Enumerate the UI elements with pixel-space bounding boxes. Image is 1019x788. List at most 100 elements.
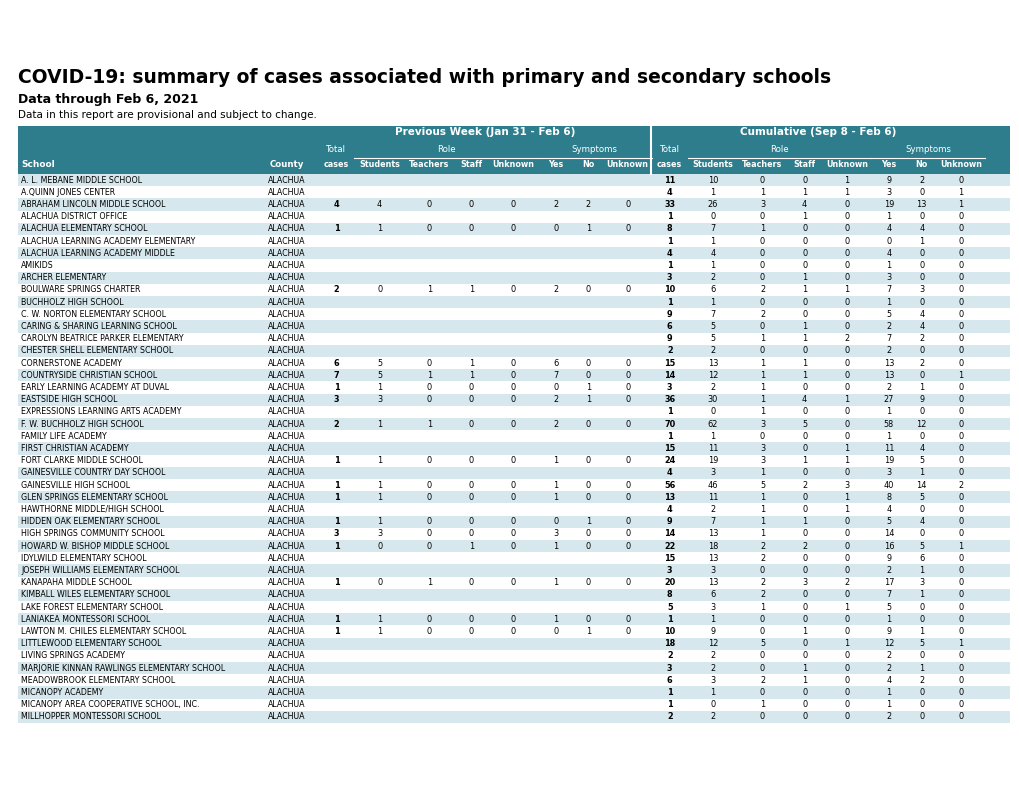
Text: 0: 0: [801, 603, 806, 611]
Text: 36: 36: [663, 396, 675, 404]
Text: 6: 6: [666, 322, 672, 331]
Text: MEADOWBROOK ELEMENTARY SCHOOL: MEADOWBROOK ELEMENTARY SCHOOL: [21, 676, 175, 685]
Text: 8: 8: [666, 225, 672, 233]
Text: ALACHUA: ALACHUA: [267, 432, 305, 440]
Text: 33: 33: [663, 200, 675, 209]
Text: 7: 7: [709, 517, 714, 526]
Text: ALACHUA: ALACHUA: [267, 212, 305, 221]
Text: Symptoms: Symptoms: [904, 145, 951, 154]
Text: 0: 0: [844, 468, 849, 478]
Text: 0: 0: [918, 298, 923, 307]
Text: 4: 4: [801, 396, 806, 404]
Text: 1: 1: [666, 615, 672, 624]
Text: ALACHUA: ALACHUA: [267, 517, 305, 526]
Text: 11: 11: [707, 444, 717, 453]
Text: 0: 0: [801, 236, 806, 246]
Text: 12: 12: [707, 371, 717, 380]
Text: 0: 0: [511, 396, 516, 404]
Text: 7: 7: [709, 225, 714, 233]
Bar: [18, 247, 1009, 259]
Text: ALACHUA: ALACHUA: [267, 444, 305, 453]
Text: 2: 2: [709, 347, 714, 355]
Text: 1: 1: [886, 615, 891, 624]
Text: 2: 2: [759, 578, 764, 587]
Bar: [18, 284, 1009, 296]
Text: 5: 5: [918, 639, 923, 649]
Text: 1: 1: [886, 701, 891, 709]
Text: 2: 2: [886, 322, 891, 331]
Text: 0: 0: [511, 492, 516, 502]
Text: 13: 13: [882, 359, 894, 367]
Text: 0: 0: [958, 456, 963, 465]
Text: 2: 2: [918, 676, 923, 685]
Text: 0: 0: [552, 627, 557, 636]
Text: 5: 5: [801, 419, 806, 429]
Text: ALACHUA: ALACHUA: [267, 273, 305, 282]
Text: 5: 5: [709, 322, 714, 331]
Text: 0: 0: [801, 688, 806, 697]
Text: 0: 0: [552, 517, 557, 526]
Text: 0: 0: [625, 492, 630, 502]
Text: 0: 0: [469, 578, 474, 587]
Text: 0: 0: [844, 688, 849, 697]
Bar: [18, 589, 1009, 601]
Text: 5: 5: [886, 517, 891, 526]
Text: 3: 3: [844, 481, 849, 489]
Text: 0: 0: [801, 701, 806, 709]
Bar: [18, 455, 1009, 466]
Text: 0: 0: [759, 627, 764, 636]
Text: 0: 0: [958, 505, 963, 514]
Text: 1: 1: [666, 701, 672, 709]
Bar: [18, 370, 1009, 381]
Text: BUCHHOLZ HIGH SCHOOL: BUCHHOLZ HIGH SCHOOL: [21, 298, 123, 307]
Text: GLEN SPRINGS ELEMENTARY SCHOOL: GLEN SPRINGS ELEMENTARY SCHOOL: [21, 492, 168, 502]
Text: 1: 1: [759, 517, 764, 526]
Text: 0: 0: [801, 347, 806, 355]
Text: 1: 1: [377, 481, 382, 489]
Text: 4: 4: [918, 310, 923, 319]
Text: 1: 1: [585, 225, 590, 233]
Text: 0: 0: [426, 225, 431, 233]
Text: 18: 18: [663, 639, 675, 649]
Text: ABRAHAM LINCOLN MIDDLE SCHOOL: ABRAHAM LINCOLN MIDDLE SCHOOL: [21, 200, 165, 209]
Text: 0: 0: [585, 541, 590, 551]
Bar: [18, 613, 1009, 626]
Text: 1: 1: [333, 541, 339, 551]
Text: IDYLWILD ELEMENTARY SCHOOL: IDYLWILD ELEMENTARY SCHOOL: [21, 554, 147, 563]
Text: 1: 1: [377, 225, 382, 233]
Text: 2: 2: [333, 419, 339, 429]
Text: 2: 2: [709, 505, 714, 514]
Text: 1: 1: [666, 298, 672, 307]
Text: 1: 1: [709, 236, 714, 246]
Text: 9: 9: [886, 176, 891, 184]
Text: 1: 1: [666, 236, 672, 246]
Text: 1: 1: [957, 200, 963, 209]
Bar: [18, 406, 1009, 418]
Text: 0: 0: [511, 481, 516, 489]
Text: 0: 0: [958, 432, 963, 440]
Text: 1: 1: [844, 285, 849, 295]
Text: 0: 0: [958, 310, 963, 319]
Text: 0: 0: [426, 200, 431, 209]
Text: 4: 4: [886, 676, 891, 685]
Text: 0: 0: [918, 530, 923, 538]
Text: 3: 3: [552, 530, 557, 538]
Text: 26: 26: [707, 200, 717, 209]
Text: Unknown: Unknown: [825, 160, 867, 169]
Text: 0: 0: [844, 652, 849, 660]
Text: 1: 1: [844, 188, 849, 197]
Text: 1: 1: [844, 639, 849, 649]
Text: 0: 0: [469, 383, 474, 392]
Text: 0: 0: [918, 688, 923, 697]
Text: 1: 1: [666, 407, 672, 416]
Text: 0: 0: [585, 615, 590, 624]
Text: 1: 1: [759, 530, 764, 538]
Text: 0: 0: [469, 492, 474, 502]
Text: 0: 0: [958, 236, 963, 246]
Text: Data in this report are provisional and subject to change.: Data in this report are provisional and …: [18, 110, 317, 120]
Text: 0: 0: [958, 517, 963, 526]
Text: 2: 2: [666, 652, 672, 660]
Bar: [18, 626, 1009, 637]
Text: Students: Students: [692, 160, 733, 169]
Text: LANIAKEA MONTESSORI SCHOOL: LANIAKEA MONTESSORI SCHOOL: [21, 615, 150, 624]
